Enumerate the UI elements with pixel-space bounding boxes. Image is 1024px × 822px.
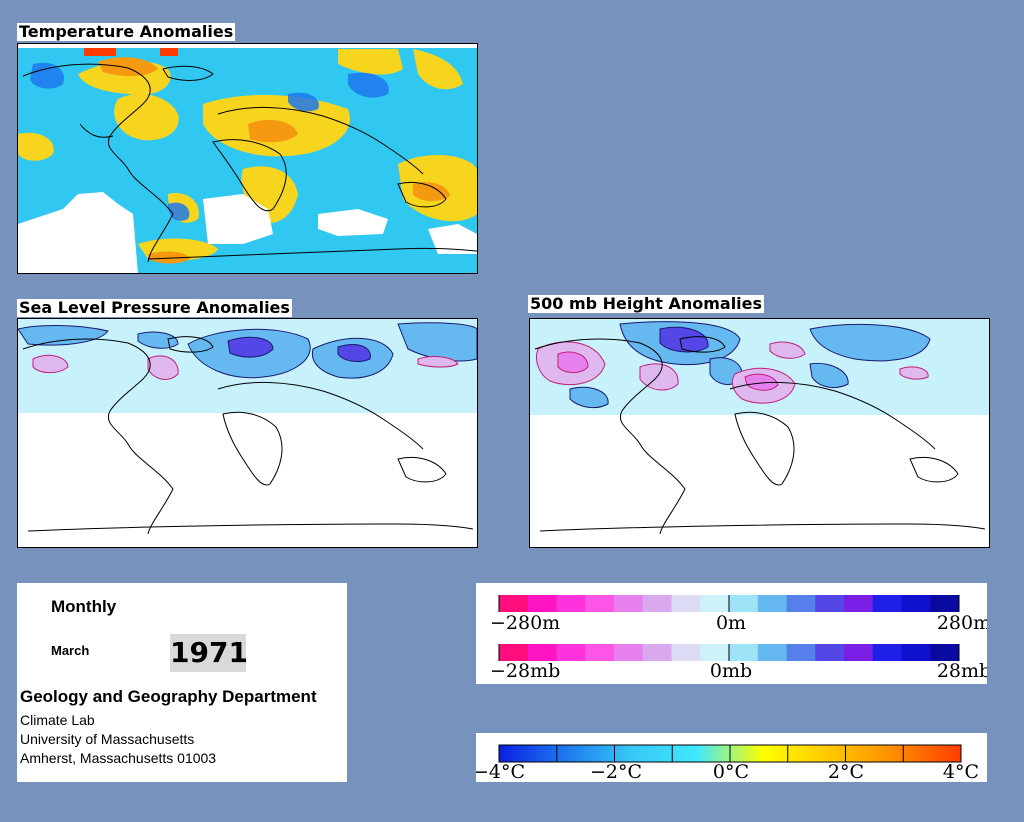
legend-swatch xyxy=(815,644,845,661)
temperature-anomaly-map xyxy=(17,43,478,274)
pressure-zero-label: 0mb xyxy=(710,660,752,682)
address-line: Amherst, Massachusetts 01003 xyxy=(20,750,217,766)
legend-swatch xyxy=(930,644,960,661)
university-name: University of Massachusetts xyxy=(20,731,195,747)
temp-label-2: 2°C xyxy=(828,761,864,782)
legend-swatch xyxy=(930,595,960,612)
legend-swatch xyxy=(527,644,557,661)
legend-swatch xyxy=(671,595,701,612)
temperature-map-title: Temperature Anomalies xyxy=(17,22,236,41)
legend-swatch xyxy=(556,595,586,612)
temp-label-0: 0°C xyxy=(713,761,749,782)
legend-swatch xyxy=(585,644,615,661)
legend-swatch xyxy=(757,644,787,661)
frequency-label: Monthly xyxy=(51,597,117,616)
height-max-label: 280m xyxy=(937,612,987,634)
legend-swatch xyxy=(872,595,902,612)
legend-swatch xyxy=(729,595,759,612)
legend-swatch xyxy=(614,644,644,661)
legend-swatch xyxy=(844,644,874,661)
height-zero-label: 0m xyxy=(716,612,746,634)
pressure-color-scale xyxy=(498,644,960,661)
year-display: 1971 xyxy=(170,634,248,672)
legend-swatch xyxy=(901,644,931,661)
legend-swatch xyxy=(844,595,874,612)
legend-swatch xyxy=(786,644,816,661)
pressure-min-label: −28mb xyxy=(490,660,560,682)
height500-map-title: 500 mb Height Anomalies xyxy=(528,294,765,313)
legend-swatch xyxy=(786,595,816,612)
pressure-max-label: 28mb xyxy=(937,660,987,682)
legend-swatch xyxy=(757,595,787,612)
sea-level-pressure-anomaly-map xyxy=(17,318,478,548)
legend-swatch xyxy=(642,644,672,661)
lab-name: Climate Lab xyxy=(20,712,95,728)
legend-swatch xyxy=(700,595,730,612)
height-min-label: −280m xyxy=(490,612,560,634)
slp-map-title: Sea Level Pressure Anomalies xyxy=(17,298,292,317)
legend-swatch xyxy=(614,595,644,612)
legend-swatch xyxy=(815,595,845,612)
legend-swatch xyxy=(585,595,615,612)
legend-swatch xyxy=(872,644,902,661)
legend-swatch xyxy=(700,644,730,661)
legend-swatch xyxy=(642,595,672,612)
legend-swatch xyxy=(556,644,586,661)
info-panel: Monthly March 1971 Geology and Geography… xyxy=(17,583,347,782)
month-label: March xyxy=(51,643,90,658)
height-color-scale xyxy=(498,595,960,612)
legend-swatch xyxy=(671,644,701,661)
legend-swatch xyxy=(901,595,931,612)
department-name: Geology and Geography Department xyxy=(20,687,317,706)
temperature-legend: −4°C −2°C 0°C 2°C 4°C xyxy=(476,733,987,782)
height-pressure-legend: −280m 0m 280m −28mb 0mb 28mb xyxy=(476,583,987,684)
legend-swatch xyxy=(499,595,529,612)
legend-swatch xyxy=(499,644,529,661)
temp-label-neg2: −2°C xyxy=(590,761,642,782)
temp-label-4: 4°C xyxy=(943,761,979,782)
legend-swatch xyxy=(729,644,759,661)
legend-swatch xyxy=(527,595,557,612)
temp-label-neg4: −4°C xyxy=(476,761,525,782)
500mb-height-anomaly-map xyxy=(529,318,990,548)
